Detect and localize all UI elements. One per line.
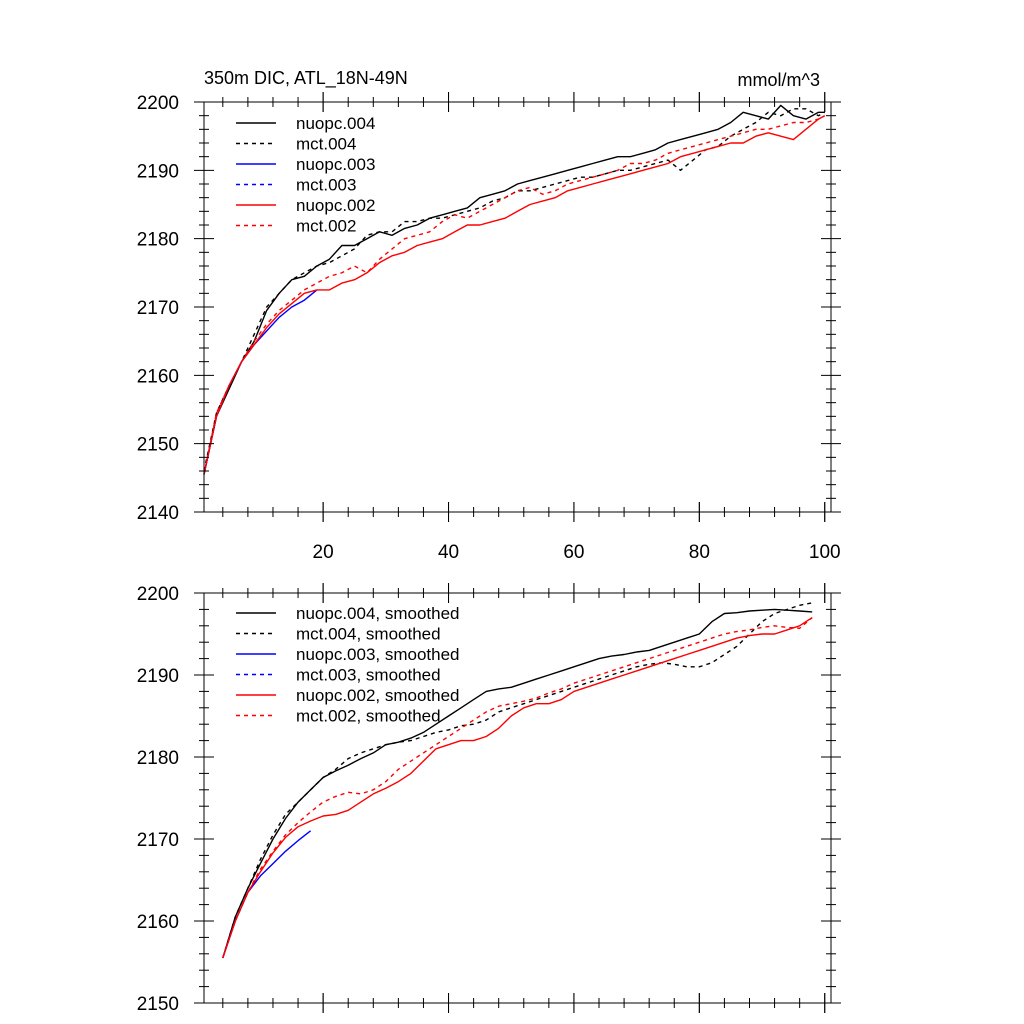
legend-label: nuopc.004 bbox=[296, 114, 375, 133]
series-line bbox=[203, 108, 826, 472]
y-tick-label: 2160 bbox=[137, 366, 179, 387]
series-line bbox=[222, 602, 813, 959]
y-tick-label: 2170 bbox=[137, 298, 179, 319]
legend-label: mct.004 bbox=[296, 135, 356, 154]
plot-lines bbox=[222, 602, 813, 959]
y-tick-label: 2190 bbox=[137, 161, 179, 182]
series-line bbox=[222, 608, 813, 959]
y-tick-label: 2200 bbox=[137, 584, 179, 605]
y-tick-label: 2150 bbox=[137, 994, 179, 1015]
y-tick-label: 2180 bbox=[137, 748, 179, 769]
plot-lines bbox=[203, 104, 826, 475]
axes bbox=[203, 592, 832, 1004]
legend-label: mct.002 bbox=[296, 217, 356, 236]
y-tick-label: 2190 bbox=[137, 666, 179, 687]
chart-title: 350m DIC, ATL_18N-49N bbox=[204, 68, 408, 89]
y-tick-label: 2200 bbox=[137, 93, 179, 114]
x-tick-label: 20 bbox=[313, 542, 334, 563]
x-tick-label: 60 bbox=[563, 542, 584, 563]
tick-marks: 2150 2160 2170 2180 2190 2200 bbox=[137, 583, 841, 1015]
tick-marks: 2140 2150 2160 2170 2180 2190 2200 20 40 60 80 100 bbox=[137, 92, 841, 563]
series-line bbox=[222, 617, 813, 959]
series-line bbox=[203, 289, 318, 475]
legend-label: mct.003, smoothed bbox=[296, 666, 441, 685]
x-tick-label: 80 bbox=[689, 542, 710, 563]
legend-label: mct.003 bbox=[296, 176, 356, 195]
x-tick-label: 40 bbox=[438, 542, 459, 563]
legend-label: nuopc.003 bbox=[296, 155, 375, 174]
bottom-panel: 2150 2160 2170 2180 2190 2200 nuopc.004, smoo… bbox=[137, 583, 841, 1015]
plot-frame bbox=[203, 592, 832, 1004]
y-tick-label: 2140 bbox=[137, 503, 179, 524]
y-tick-label: 2180 bbox=[137, 230, 179, 251]
top-panel: 350m DIC, ATL_18N-49N mmol/m^3 214021502… bbox=[137, 68, 841, 563]
series-line bbox=[222, 617, 813, 959]
y-tick-label: 2170 bbox=[137, 830, 179, 851]
legend-label: nuopc.004, smoothed bbox=[296, 604, 460, 623]
y-tick-label: 2150 bbox=[137, 435, 179, 456]
series-line bbox=[203, 104, 825, 475]
legend-label: nuopc.002 bbox=[296, 196, 375, 215]
legend-label: mct.004, smoothed bbox=[296, 625, 441, 644]
legend-label: nuopc.002, smoothed bbox=[296, 686, 460, 705]
x-tick-label: 100 bbox=[809, 542, 841, 563]
series-line bbox=[203, 115, 826, 475]
units-label: mmol/m^3 bbox=[738, 70, 820, 90]
legend-label: nuopc.003, smoothed bbox=[296, 645, 460, 664]
legend-label: mct.002, smoothed bbox=[296, 707, 441, 726]
y-tick-label: 2160 bbox=[137, 912, 179, 933]
